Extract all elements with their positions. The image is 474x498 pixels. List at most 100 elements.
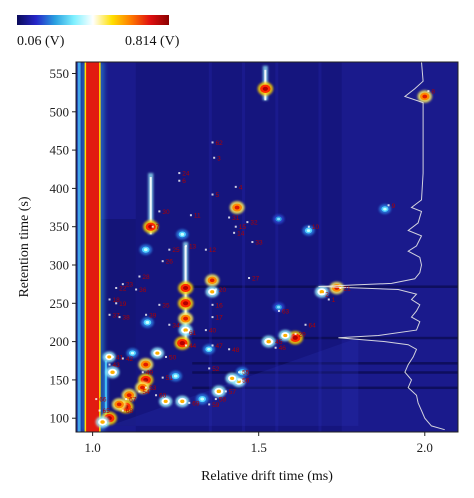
peak-label: 7: [156, 224, 160, 231]
peak-marker: [135, 288, 138, 291]
peak-label: 56: [242, 377, 250, 384]
peak-label: 30: [162, 209, 170, 216]
peak-label: 2: [325, 292, 329, 299]
x-tick-label: 1.0: [84, 440, 100, 455]
peak-label: 10: [312, 224, 320, 231]
peak-label: 62: [216, 140, 224, 147]
intensity-spot-core: [183, 316, 189, 321]
peak-marker: [251, 241, 254, 244]
peak-marker: [304, 323, 307, 326]
y-tick-label: 300: [50, 258, 70, 273]
intensity-spot-core: [180, 232, 185, 236]
peak-label: 51: [166, 375, 174, 382]
peak-label: 34: [172, 322, 180, 329]
peak-marker: [158, 210, 161, 213]
peak-marker: [121, 409, 124, 412]
peak-label: 27: [252, 276, 260, 283]
y-tick-label: 350: [50, 219, 70, 234]
peak-label: 16: [216, 302, 224, 309]
x-tick-label: 1.5: [251, 440, 267, 455]
intensity-spot-core: [292, 335, 298, 340]
peak-marker: [211, 316, 214, 319]
peak-label: 24: [182, 171, 190, 178]
peak-marker: [189, 214, 192, 217]
background-band: [192, 371, 458, 374]
intensity-spot-core: [276, 305, 281, 309]
peak-marker: [208, 367, 211, 370]
peak-marker: [121, 357, 124, 360]
peak-label: 36: [139, 287, 147, 294]
background-band: [208, 62, 212, 432]
intensity-spot-core: [262, 86, 268, 91]
intensity-spot-core: [230, 376, 235, 381]
intensity-spot-core: [283, 333, 288, 338]
peak-marker: [151, 225, 154, 228]
peak-marker: [211, 141, 214, 144]
peak-marker: [165, 355, 168, 358]
peak-label: 37: [113, 312, 121, 319]
peak-marker: [211, 344, 214, 347]
y-axis-title: Retention time (s): [17, 196, 32, 297]
intensity-spot-core: [143, 377, 149, 382]
peak-marker: [204, 248, 207, 251]
background-band: [318, 62, 322, 432]
peak-label: 9: [392, 203, 396, 210]
peak-marker: [178, 172, 181, 175]
peak-label: 52: [212, 366, 220, 373]
y-tick-label: 500: [50, 104, 70, 119]
peak-label: 45: [275, 339, 283, 346]
peak-marker: [213, 156, 216, 159]
peak-marker: [108, 298, 111, 301]
x-tick-label: 2.0: [417, 440, 433, 455]
peak-label: 1: [332, 297, 336, 304]
peak-label: 20: [219, 287, 227, 294]
peak-marker: [115, 302, 118, 305]
peak-marker: [161, 260, 164, 263]
peak-label: 21: [343, 285, 351, 292]
peak-label: 17: [216, 315, 224, 322]
peak-marker: [184, 344, 187, 347]
peak-marker: [238, 378, 241, 381]
intensity-spot-core: [383, 207, 387, 211]
peak-marker: [274, 346, 277, 349]
intensity-spot-core: [234, 205, 240, 210]
intensity-spot-core: [155, 351, 160, 355]
peak-label: 26: [166, 259, 174, 266]
peak-label: 63: [282, 308, 290, 315]
peak-marker: [387, 204, 390, 207]
intensity-spot-core: [145, 320, 150, 324]
peak-marker: [125, 398, 128, 401]
background-band: [242, 62, 246, 432]
peak-marker: [95, 398, 98, 401]
peak-marker: [145, 313, 148, 316]
intensity-spot-core: [183, 285, 189, 291]
intensity-spot-core: [163, 399, 168, 404]
peak-marker: [214, 288, 217, 291]
intensity-streak: [104, 360, 107, 426]
intensity-spot-core: [277, 217, 281, 221]
peak-marker: [155, 394, 158, 397]
peak-label: 38: [123, 315, 131, 322]
peak-label: 15: [239, 224, 247, 231]
intensity-spot-core: [207, 347, 211, 351]
peak-label: 8: [431, 89, 435, 96]
peak-label: 57: [229, 389, 237, 396]
peak-label: 12: [209, 247, 217, 254]
peak-marker: [208, 403, 211, 406]
projection-curve-line: [318, 62, 445, 431]
intensity-spot-core: [266, 339, 271, 344]
peak-marker: [211, 303, 214, 306]
peak-label: 32: [250, 220, 258, 227]
peak-marker: [108, 313, 111, 316]
y-tick-label: 100: [50, 411, 70, 426]
peak-marker: [238, 371, 241, 374]
plot-frame: [75, 61, 459, 433]
intensity-spot-core: [182, 301, 189, 306]
intensity-spot-core: [126, 393, 132, 398]
peak-marker: [111, 355, 114, 358]
peak-label: 67: [129, 397, 137, 404]
peak-marker: [427, 90, 430, 93]
peak-label: 64: [309, 322, 317, 329]
intensity-spot-core: [179, 341, 185, 346]
